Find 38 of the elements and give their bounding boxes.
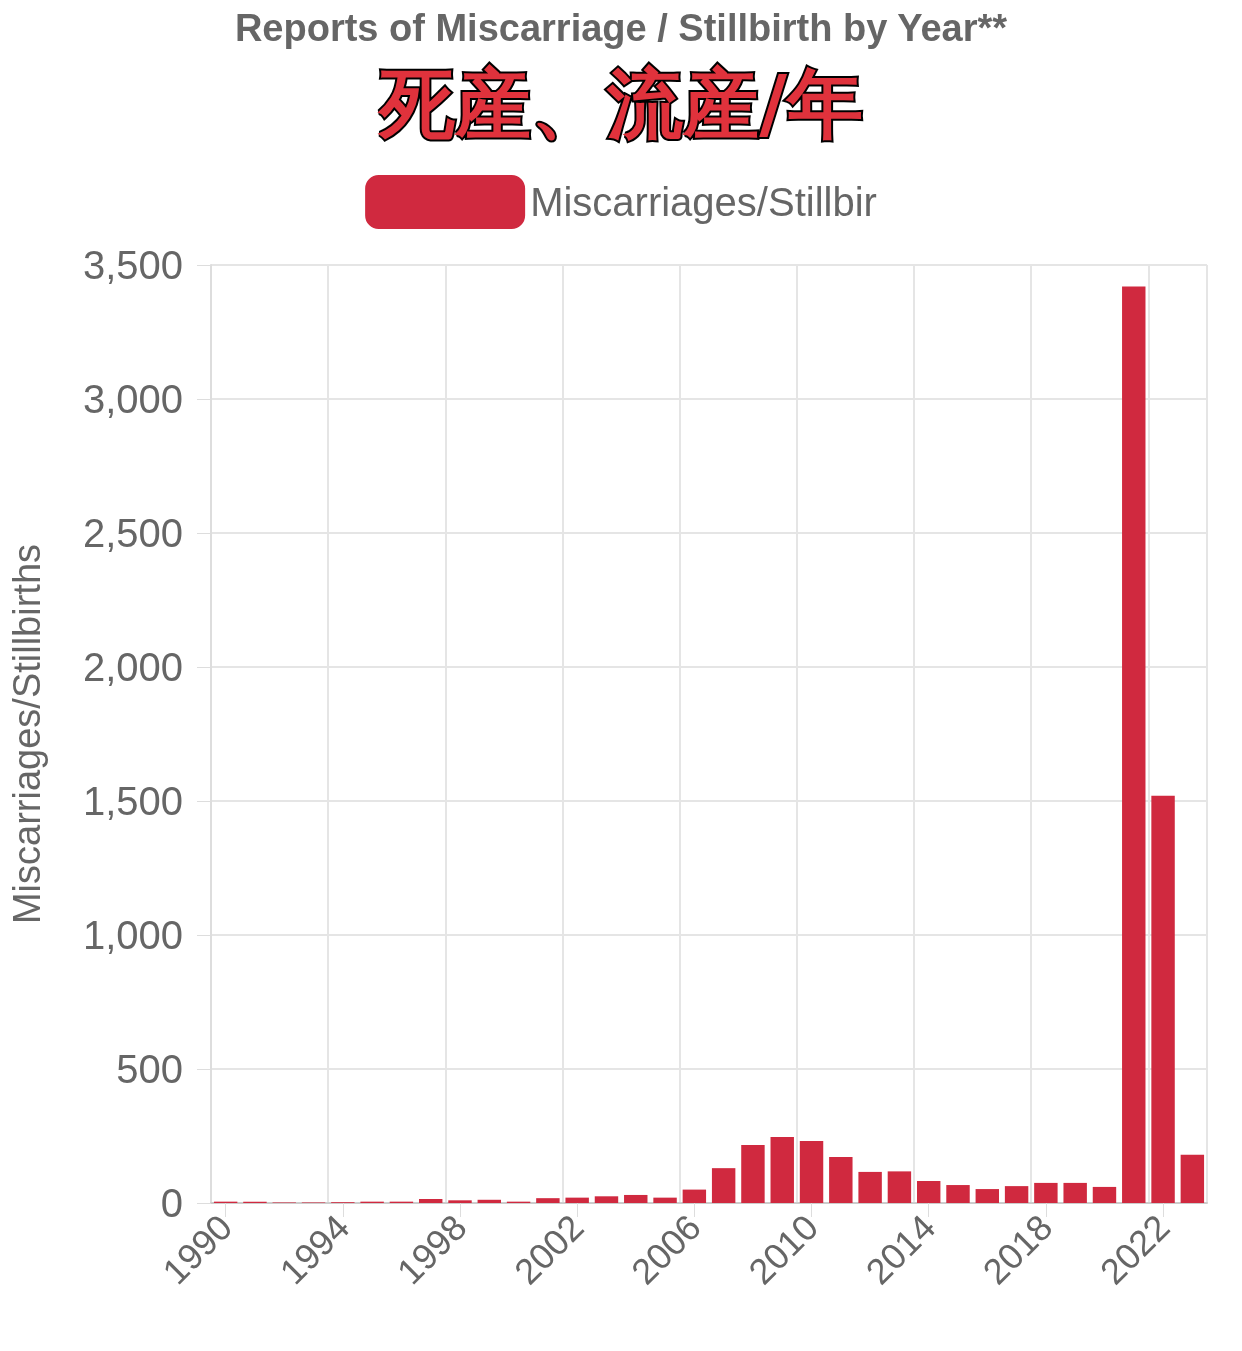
bar bbox=[536, 1198, 560, 1203]
bar bbox=[1034, 1182, 1058, 1203]
bar bbox=[565, 1197, 589, 1203]
legend-label: Miscarriages/Stillbir bbox=[530, 180, 877, 224]
bar bbox=[916, 1181, 941, 1203]
bar bbox=[418, 1198, 443, 1203]
bar bbox=[448, 1200, 472, 1203]
bar bbox=[741, 1145, 765, 1203]
bar bbox=[594, 1196, 619, 1203]
bar bbox=[1092, 1186, 1117, 1203]
bar bbox=[799, 1141, 824, 1203]
y-tick-label: 0 bbox=[160, 1181, 183, 1225]
y-tick-label: 2,000 bbox=[82, 645, 183, 689]
y-tick-label: 500 bbox=[116, 1047, 183, 1091]
bar bbox=[477, 1199, 502, 1203]
chart-subtitle: 死産、流産/年 bbox=[377, 58, 863, 148]
bar bbox=[711, 1168, 736, 1203]
y-tick-label: 1,500 bbox=[82, 779, 183, 823]
bar bbox=[1122, 286, 1146, 1203]
chart-title: Reports of Miscarriage / Stillbirth by Year** bbox=[234, 7, 1008, 49]
bar bbox=[682, 1189, 707, 1203]
y-tick-label: 3,500 bbox=[82, 243, 183, 287]
bar bbox=[829, 1156, 853, 1203]
bar bbox=[653, 1197, 677, 1203]
bar bbox=[858, 1171, 882, 1203]
y-axis-title: Miscarriages/Stillbirths bbox=[6, 543, 48, 925]
y-tick-label: 2,500 bbox=[82, 511, 183, 555]
bar bbox=[624, 1194, 648, 1203]
bar bbox=[887, 1171, 912, 1203]
bar bbox=[770, 1137, 794, 1203]
bar bbox=[1063, 1182, 1087, 1203]
bar bbox=[1180, 1154, 1205, 1203]
bar bbox=[946, 1185, 970, 1203]
y-tick-label: 1,000 bbox=[82, 913, 183, 957]
y-tick-label: 3,000 bbox=[82, 377, 183, 421]
bar bbox=[1151, 795, 1175, 1203]
bar bbox=[1004, 1186, 1029, 1203]
bar bbox=[975, 1189, 1000, 1203]
